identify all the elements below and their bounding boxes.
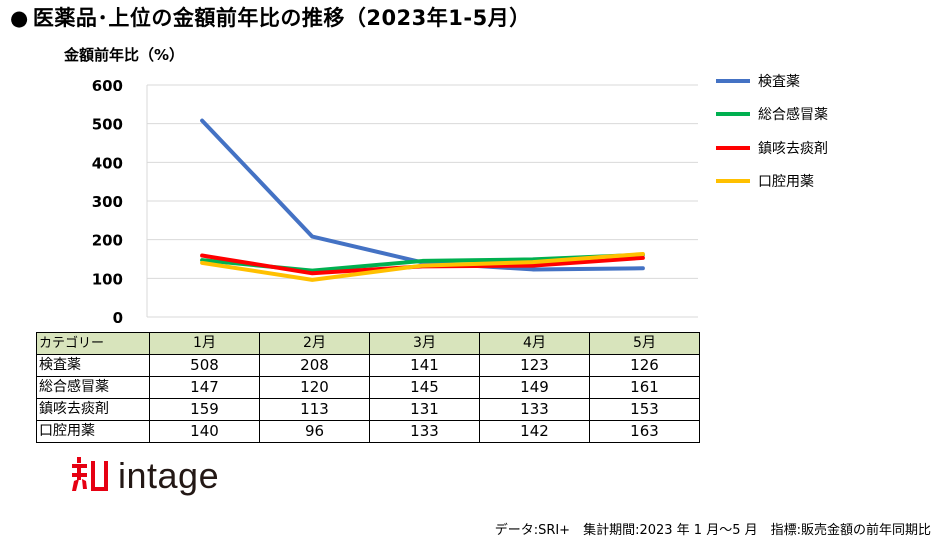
legend-label: 鎮咳去痰剤	[758, 140, 828, 157]
table-cell-value: 163	[589, 420, 700, 443]
series-line-口腔用薬	[200, 251, 645, 282]
table-cell-value: 161	[589, 376, 700, 399]
table-cell-value: 159	[149, 398, 260, 421]
legend: 検査薬総合感冒薬鎮咳去痰剤口腔用薬	[716, 64, 828, 198]
table-cell-value: 153	[589, 398, 700, 421]
table-header-month: 2月	[259, 332, 370, 355]
legend-item: 検査薬	[716, 64, 828, 98]
y-axis-title: 金額前年比（%）	[64, 46, 185, 64]
legend-swatch	[716, 112, 750, 117]
legend-item: 総合感冒薬	[716, 98, 828, 132]
y-tick-label: 0	[113, 309, 123, 327]
table-cell-value: 133	[479, 398, 590, 421]
table-cell-category: 総合感冒薬	[36, 376, 150, 399]
title-bullet: ●	[10, 6, 29, 30]
table-cell-value: 145	[369, 376, 480, 399]
table-header-row: カテゴリー 1月 2月 3月 4月 5月	[36, 332, 700, 355]
intage-logo-mark-icon	[72, 457, 108, 491]
table-cell-value: 140	[149, 420, 260, 443]
table-header-month: 3月	[369, 332, 480, 355]
table-cell-value: 208	[259, 354, 370, 377]
legend-label: 総合感冒薬	[758, 107, 828, 124]
series-line-検査薬	[200, 118, 645, 272]
y-tick-label: 500	[92, 116, 123, 134]
series-lines	[200, 118, 645, 282]
table-cell-value: 120	[259, 376, 370, 399]
table-row: 鎮咳去痰剤 159 113 131 133 153	[36, 398, 700, 421]
table-cell-value: 147	[149, 376, 260, 399]
data-table: カテゴリー 1月 2月 3月 4月 5月 検査薬 508 208 141 123 126 総合感冒薬…	[36, 332, 700, 443]
table-cell-value: 133	[369, 420, 480, 443]
title-text: 医薬品･上位の金額前年比の推移（2023年1-5月）	[32, 6, 531, 30]
y-tick-label: 300	[92, 193, 123, 211]
table-row: 総合感冒薬 147 120 145 149 161	[36, 376, 700, 399]
table-cell-value: 141	[369, 354, 480, 377]
table-header-category: カテゴリー	[36, 332, 150, 355]
intage-logo-text: intage	[118, 455, 220, 496]
table-cell-value: 96	[259, 420, 370, 443]
legend-label: 検査薬	[758, 73, 800, 90]
table-cell-value: 149	[479, 376, 590, 399]
table-cell-value: 123	[479, 354, 590, 377]
table-header-month: 5月	[589, 332, 700, 355]
legend-swatch	[716, 78, 750, 83]
intage-logo: intage	[70, 455, 219, 497]
table-cell-value: 113	[259, 398, 370, 421]
legend-item: 口腔用薬	[716, 165, 828, 199]
table-body: 検査薬 508 208 141 123 126 総合感冒薬 147 120 145 149 161 鎮咳…	[36, 354, 700, 443]
table-cell-value: 126	[589, 354, 700, 377]
chart-title: ● 医薬品･上位の金額前年比の推移（2023年1-5月）	[10, 2, 531, 32]
table-cell-value: 142	[479, 420, 590, 443]
y-tick-label: 200	[92, 232, 123, 250]
table-cell-value: 131	[369, 398, 480, 421]
table-header-month: 4月	[479, 332, 590, 355]
table-cell-category: 口腔用薬	[36, 420, 150, 443]
table-row: 口腔用薬 140 96 133 142 163	[36, 420, 700, 443]
table-cell-value: 508	[149, 354, 260, 377]
table-cell-category: 検査薬	[36, 354, 150, 377]
table-header-month: 1月	[149, 332, 260, 355]
legend-swatch	[716, 145, 750, 150]
legend-item: 鎮咳去痰剤	[716, 131, 828, 165]
y-tick-label: 400	[92, 154, 123, 172]
table-row: 検査薬 508 208 141 123 126	[36, 354, 700, 377]
y-tick-label: 600	[92, 77, 123, 95]
gridlines	[146, 84, 698, 318]
table-cell-category: 鎮咳去痰剤	[36, 398, 150, 421]
y-tick-label: 100	[92, 270, 123, 288]
source-note: データ:SRI+ 集計期間:2023 年 1 月～5 月 指標:販売金額の前年同…	[494, 523, 931, 538]
legend-swatch	[716, 179, 750, 184]
legend-label: 口腔用薬	[758, 174, 814, 191]
y-tick-labels: 0 100 200 300 400 500 600	[92, 77, 123, 327]
